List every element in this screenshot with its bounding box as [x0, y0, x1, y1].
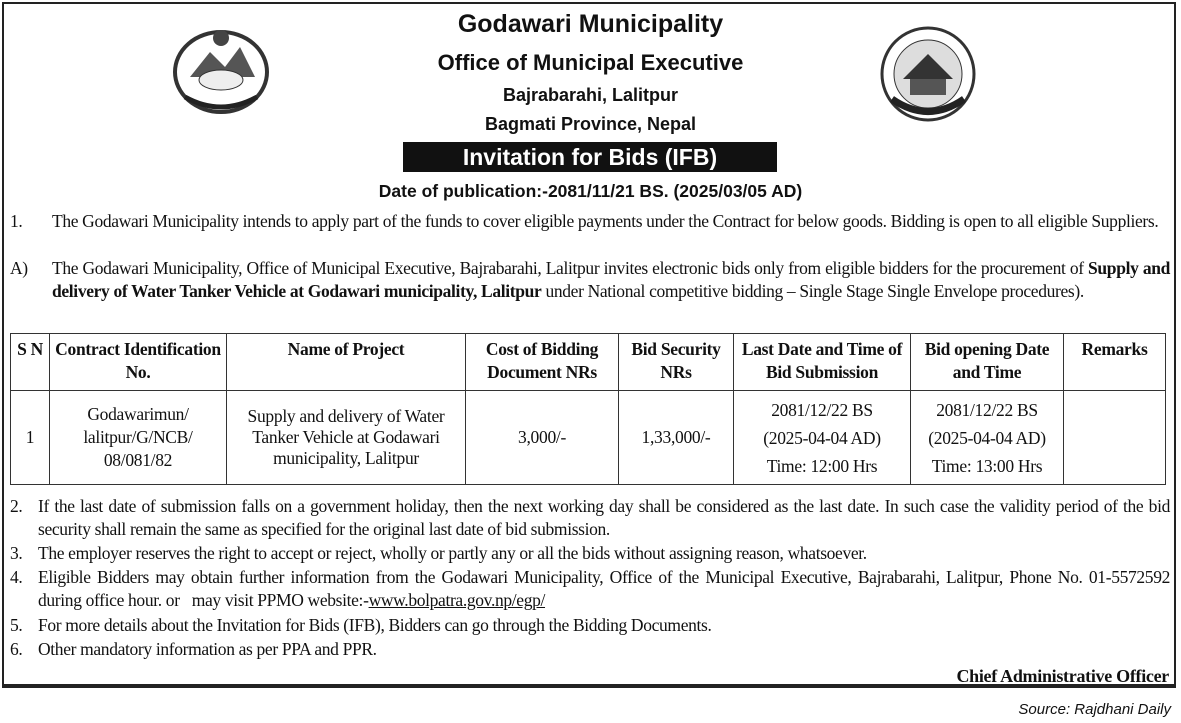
- col-project: Name of Project: [226, 333, 466, 391]
- cell-project: Supply and delivery of Water Tanker Vehi…: [226, 390, 466, 485]
- note-5: 5. For more details about the Invitation…: [10, 614, 1170, 637]
- note-number: 4.: [10, 567, 23, 587]
- ppmo-website-link[interactable]: www.bolpatra.gov.np/egp/: [368, 589, 546, 610]
- notice-border: [2, 2, 1176, 688]
- text: 2081/12/22 BS: [771, 399, 873, 420]
- paragraph-1: 1. The Godawari Municipality intends to …: [10, 210, 1170, 233]
- text: under National competitive bidding – Sin…: [541, 280, 1084, 301]
- text: (2025-04-04 AD): [928, 427, 1046, 448]
- note-6: 6. Other mandatory information as per PP…: [10, 638, 1170, 661]
- address: Bajrabarahi, Lalitpur: [502, 85, 679, 105]
- text: The Godawari Municipality, Office of Mun…: [52, 258, 1089, 278]
- bid-table: S N Contract Identification No. Name of …: [10, 333, 1166, 485]
- col-contract-id: Contract Identification No.: [49, 333, 227, 391]
- paragraph-text: The Godawari Municipality intends to app…: [52, 211, 1159, 231]
- col-opening: Bid opening Date and Time: [910, 333, 1064, 391]
- office-name: Office of Municipal Executive: [437, 50, 744, 75]
- note-number: 5.: [10, 615, 23, 635]
- table-row: 1 Godawarimun/lalitpur/G/NCB/08/081/82 S…: [10, 390, 1166, 485]
- text: lalitpur/G/NCB/: [83, 427, 193, 447]
- col-sn: S N: [10, 333, 50, 391]
- note-3: 3. The employer reserves the right to ac…: [10, 542, 1170, 565]
- text: Eligible Bidders may obtain further info…: [38, 567, 1175, 610]
- text: Godawarimun/: [87, 404, 189, 424]
- paragraph-a: A) The Godawari Municipality, Office of …: [10, 257, 1170, 302]
- col-cost: Cost of Bidding Document NRs: [465, 333, 619, 391]
- paragraph-text: The Godawari Municipality, Office of Mun…: [52, 257, 1170, 302]
- note-number: 2.: [10, 496, 23, 516]
- text: Time: 13:00 Hrs: [931, 455, 1043, 476]
- project-name-bold: Supply and delivery of Water Tanker Vehi…: [52, 258, 1170, 301]
- note-text: Eligible Bidders may obtain further info…: [38, 566, 1170, 611]
- signatory: Chief Administrative Officer: [956, 666, 1169, 686]
- nepal-government-emblem-icon: [173, 30, 269, 114]
- cell-sn: 1: [10, 390, 50, 485]
- text: 2081/12/22 BS: [936, 399, 1038, 420]
- text: Time: 12:00 Hrs: [766, 455, 878, 476]
- cell-contract-id: Godawarimun/lalitpur/G/NCB/08/081/82: [49, 390, 227, 485]
- note-text: The employer reserves the right to accep…: [38, 543, 867, 563]
- col-remarks: Remarks: [1063, 333, 1166, 391]
- table-header-row: S N Contract Identification No. Name of …: [10, 333, 1166, 391]
- cell-submission: 2081/12/22 BS (2025-04-04 AD) Time: 12:00 …: [733, 390, 911, 485]
- source-credit: Source: Rajdhani Daily: [1018, 701, 1171, 718]
- note-text: If the last date of submission falls on …: [38, 496, 1170, 539]
- org-name: Godawari Municipality: [457, 10, 724, 38]
- province: Bagmati Province, Nepal: [484, 114, 697, 134]
- notice-title: Invitation for Bids (IFB): [403, 142, 777, 172]
- note-number: 6.: [10, 639, 23, 659]
- paragraph-number: 1.: [10, 211, 23, 231]
- publication-date: Date of publication:-2081/11/21 BS. (202…: [378, 181, 803, 201]
- note-number: 3.: [10, 543, 23, 563]
- note-text: For more details about the Invitation fo…: [38, 615, 712, 635]
- note-text: Other mandatory information as per PPA a…: [38, 639, 377, 659]
- col-submission: Last Date and Time of Bid Submission: [733, 333, 911, 391]
- col-security: Bid Security NRs: [618, 333, 734, 391]
- note-4: 4. Eligible Bidders may obtain further i…: [10, 566, 1170, 611]
- paragraph-number: A): [10, 258, 28, 278]
- godawari-municipality-emblem-icon: [880, 26, 976, 122]
- cell-remarks: [1063, 390, 1166, 485]
- cell-security: 1,33,000/-: [618, 390, 734, 485]
- cell-opening: 2081/12/22 BS (2025-04-04 AD) Time: 13:00 …: [910, 390, 1064, 485]
- cell-cost: 3,000/-: [465, 390, 619, 485]
- note-2: 2. If the last date of submission falls …: [10, 495, 1170, 540]
- text: (2025-04-04 AD): [763, 427, 881, 448]
- text: 08/081/82: [103, 450, 173, 470]
